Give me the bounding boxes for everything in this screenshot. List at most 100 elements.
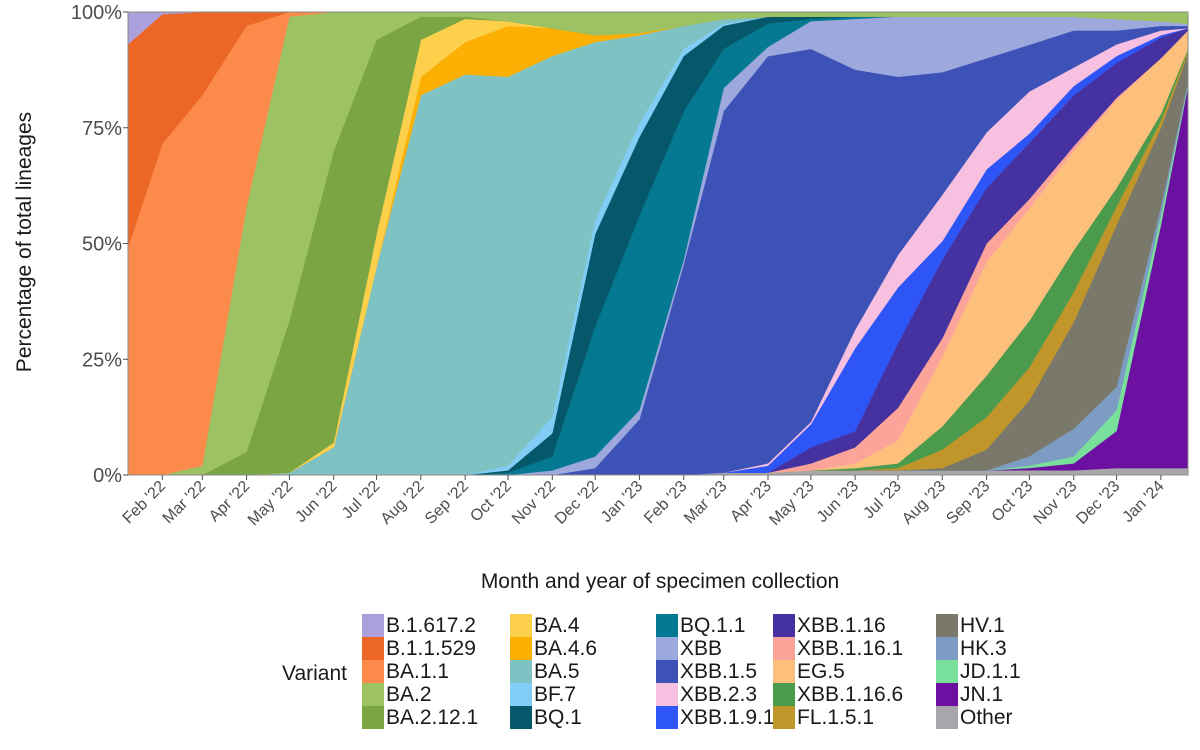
legend-swatch <box>773 660 795 683</box>
x-tick-label: Aug '23 <box>899 478 949 528</box>
legend-swatch <box>510 660 532 683</box>
legend-swatch <box>936 614 958 637</box>
x-tick-label: Mar '22 <box>160 478 209 527</box>
legend-label: XBB.1.16.1 <box>797 636 904 660</box>
y-tick-label: 0% <box>93 465 122 487</box>
legend-label: XBB <box>680 636 723 660</box>
x-axis-title: Month and year of specimen collection <box>480 570 840 593</box>
legend-label: BA.5 <box>534 659 580 683</box>
legend-swatch <box>936 637 958 660</box>
legend-item: B.1.1.529 <box>362 637 476 660</box>
x-tick-label: Aug '22 <box>378 478 428 528</box>
x-tick-label: May '22 <box>245 478 296 529</box>
legend-item: HV.1 <box>936 614 1005 637</box>
legend-item: JD.1.1 <box>936 660 1021 683</box>
legend-swatch <box>362 637 384 660</box>
legend-item: BF.7 <box>510 683 576 706</box>
y-axis-title: Percentage of total lineages <box>13 111 36 373</box>
legend-item: BA.4.6 <box>510 637 597 660</box>
legend-swatch <box>656 660 678 683</box>
legend-swatch <box>362 660 384 683</box>
legend-swatch <box>936 683 958 706</box>
legend-label: JD.1.1 <box>960 659 1021 683</box>
legend-swatch <box>656 706 678 729</box>
legend-swatch <box>936 706 958 729</box>
legend-label: JN.1 <box>960 682 1004 706</box>
legend-label: B.1.617.2 <box>386 613 476 637</box>
legend-label: BA.1.1 <box>386 659 450 683</box>
legend-label: BA.4.6 <box>534 636 598 660</box>
legend-title: Variant <box>282 662 347 685</box>
legend-swatch <box>510 614 532 637</box>
legend-label: FL.1.5.1 <box>797 705 875 729</box>
legend-label: BQ.1 <box>534 705 582 729</box>
legend-swatch <box>773 637 795 660</box>
legend-label: BF.7 <box>534 682 577 706</box>
legend-item: Other <box>936 706 1013 729</box>
x-tick-label: Feb '22 <box>120 478 169 527</box>
legend-label: BQ.1.1 <box>680 613 746 637</box>
x-tick-label: Oct '23 <box>989 478 1037 526</box>
legend-label: XBB.1.9.1 <box>680 705 775 729</box>
legend-label: XBB.2.3 <box>680 682 758 706</box>
x-tick-label: Sep '22 <box>422 478 472 528</box>
legend-item: XBB.1.16.1 <box>773 637 903 660</box>
legend-label: XBB.1.16 <box>797 613 886 637</box>
legend-swatch <box>510 683 532 706</box>
legend-label: XBB.1.16.6 <box>797 682 904 706</box>
x-tick-label: Nov '23 <box>1031 478 1081 528</box>
legend-label: BA.2 <box>386 682 432 706</box>
legend-swatch <box>936 660 958 683</box>
legend-item: BA.4 <box>510 614 580 637</box>
legend-swatch <box>656 683 678 706</box>
y-tick-label: 100% <box>71 2 122 24</box>
x-tick-label: May '23 <box>766 478 817 529</box>
legend-label: XBB.1.5 <box>680 659 758 683</box>
legend-item: BQ.1.1 <box>656 614 745 637</box>
legend-swatch <box>773 683 795 706</box>
legend-item: BA.2 <box>362 683 432 706</box>
legend-swatch <box>773 614 795 637</box>
legend-item: FL.1.5.1 <box>773 706 874 729</box>
area-layer <box>127 11 1189 476</box>
x-tick-label: Sep '23 <box>943 478 993 528</box>
legend-item: BA.1.1 <box>362 660 449 683</box>
legend-item: BA.2.12.1 <box>362 706 478 729</box>
y-tick-label: 75% <box>82 118 122 140</box>
legend-swatch <box>362 614 384 637</box>
x-tick-label: Nov '22 <box>509 478 559 528</box>
y-tick-label: 50% <box>82 234 122 256</box>
legend-item: JN.1 <box>936 683 1003 706</box>
x-tick-label: Feb '23 <box>641 478 690 527</box>
legend-item: XBB.1.16 <box>773 614 886 637</box>
legend-item: XBB.1.5 <box>656 660 757 683</box>
x-tick-label: Mar '23 <box>681 478 730 527</box>
legend-swatch <box>362 683 384 706</box>
legend-item: XBB.1.16.6 <box>773 683 903 706</box>
legend-swatch <box>656 614 678 637</box>
legend-label: EG.5 <box>797 659 845 683</box>
legend-swatch <box>773 706 795 729</box>
x-tick-label: Oct '22 <box>467 478 515 526</box>
legend-item: EG.5 <box>773 660 845 683</box>
legend-swatch <box>510 637 532 660</box>
x-tick-label: Jan '24 <box>1120 478 1168 526</box>
legend-item: BQ.1 <box>510 706 582 729</box>
legend-item: XBB <box>656 637 722 660</box>
legend-label: Other <box>960 705 1013 729</box>
legend-label: B.1.1.529 <box>386 636 476 660</box>
legend-label: BA.2.12.1 <box>386 705 479 729</box>
legend-item: XBB.2.3 <box>656 683 757 706</box>
legend-item: XBB.1.9.1 <box>656 706 775 729</box>
legend-swatch <box>362 706 384 729</box>
x-tick-label: Dec '23 <box>1073 478 1123 528</box>
legend-item: BA.5 <box>510 660 580 683</box>
x-tick-label: Jun '23 <box>814 478 862 526</box>
legend-label: HV.1 <box>960 613 1005 637</box>
x-tick-label: Jan '23 <box>598 478 646 526</box>
legend-swatch <box>656 637 678 660</box>
x-tick-label: Jun '22 <box>292 478 340 526</box>
legend-item: HK.3 <box>936 637 1007 660</box>
x-tick-label: Dec '22 <box>552 478 602 528</box>
